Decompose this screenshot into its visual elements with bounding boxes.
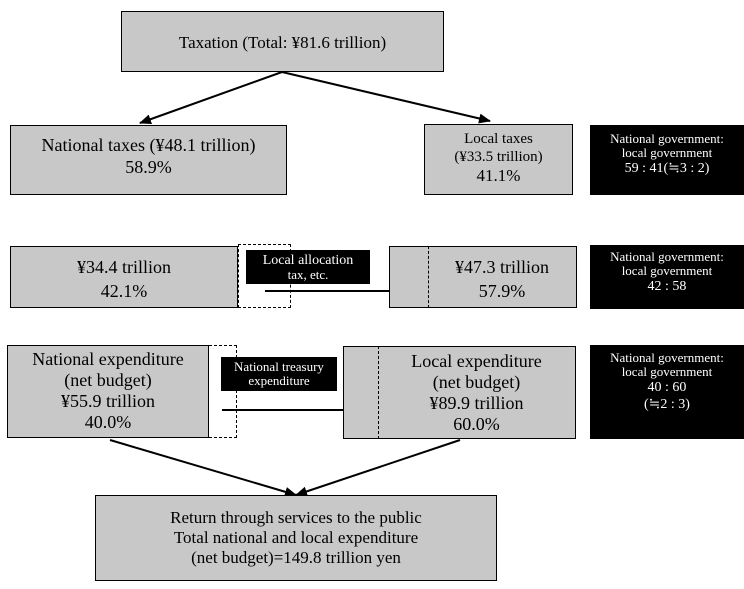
ratio-box-expenditure: National government: local government 40… [590, 345, 744, 439]
arrow-to-national-taxes [139, 71, 283, 124]
local-expenditure-box: Local expenditure (net budget) ¥89.9 tri… [343, 346, 576, 439]
national-taxes-label: National taxes (¥48.1 trillion) [41, 135, 256, 155]
national-after-allocation-percent: 42.1% [100, 281, 148, 301]
taxation-title: Taxation (Total: ¥81.6 trillion) [178, 33, 387, 52]
return-line2: Total national and local expenditure [173, 528, 419, 547]
local-allocation-line2: tax, etc. [287, 267, 329, 282]
local-expenditure-percent: 60.0% [453, 414, 500, 434]
national-expenditure-label: National expenditure [32, 349, 184, 369]
ratio-expenditure-line1: National government: [610, 350, 724, 365]
national-taxes-box: National taxes (¥48.1 trillion) 58.9% [10, 125, 287, 195]
ratio-box-allocation: National government: local government 42… [590, 245, 744, 309]
return-line1: Return through services to the public [170, 508, 422, 527]
treasury-expenditure-label: National treasury expenditure [221, 357, 337, 391]
ratio-taxes-line2: local government [621, 145, 713, 160]
national-after-allocation-box: ¥34.4 trillion 42.1% [10, 246, 238, 308]
national-expenditure-percent: 40.0% [84, 412, 132, 432]
arrow-to-local-taxes [281, 71, 491, 124]
treasury-line2: expenditure [248, 373, 310, 388]
local-allocation-line1: Local allocation [262, 253, 354, 268]
treasury-line1: National treasury [234, 359, 324, 374]
ratio-expenditure-line2: local government [621, 364, 713, 379]
ratio-box-taxes: National government: local government 59… [590, 125, 744, 195]
treasury-dashed-area [209, 345, 237, 438]
ratio-allocation-line1: National government: [610, 249, 724, 264]
ratio-expenditure-value: 40 : 60 [647, 380, 687, 395]
ratio-taxes-line1: National government: [610, 131, 724, 146]
national-expenditure-amount: ¥55.9 trillion [61, 391, 155, 411]
arrow-local-to-return [295, 439, 461, 497]
local-taxes-box: Local taxes (¥33.5 trillion) 41.1% [424, 124, 573, 195]
local-allocation-label: Local allocation tax, etc. [246, 250, 370, 284]
ratio-taxes-value: 59 : 41(≒3 : 2) [624, 161, 710, 176]
local-expenditure-net: (net budget) [432, 372, 521, 392]
return-to-public-box: Return through services to the public To… [95, 495, 497, 581]
local-expenditure-amount: ¥89.9 trillion [429, 393, 524, 413]
national-taxes-percent: 58.9% [125, 157, 172, 177]
local-expenditure-label: Local expenditure [411, 351, 542, 371]
ratio-allocation-value: 42 : 58 [647, 279, 687, 294]
local-after-allocation-box: ¥47.3 trillion 57.9% [389, 246, 577, 308]
national-expenditure-net: (net budget) [64, 370, 152, 390]
local-taxes-amount: (¥33.5 trillion) [454, 149, 543, 165]
local-taxes-label: Local taxes [464, 131, 533, 147]
taxation-box: Taxation (Total: ¥81.6 trillion) [121, 11, 444, 72]
local-after-allocation-percent: 57.9% [478, 281, 526, 301]
ratio-expenditure-approx: (≒2 : 3) [644, 397, 690, 412]
local-allocation-divider [428, 246, 429, 308]
arrow-national-to-return [109, 439, 297, 497]
national-expenditure-box: National expenditure (net budget) ¥55.9 … [7, 345, 209, 438]
return-line3: (net budget)=149.8 trillion yen [191, 548, 401, 567]
local-taxes-percent: 41.1% [476, 166, 521, 185]
ratio-allocation-line2: local government [621, 263, 713, 278]
treasury-divider [378, 346, 379, 439]
national-after-allocation-amount: ¥34.4 trillion [77, 257, 171, 277]
local-after-allocation-amount: ¥47.3 trillion [455, 257, 549, 277]
